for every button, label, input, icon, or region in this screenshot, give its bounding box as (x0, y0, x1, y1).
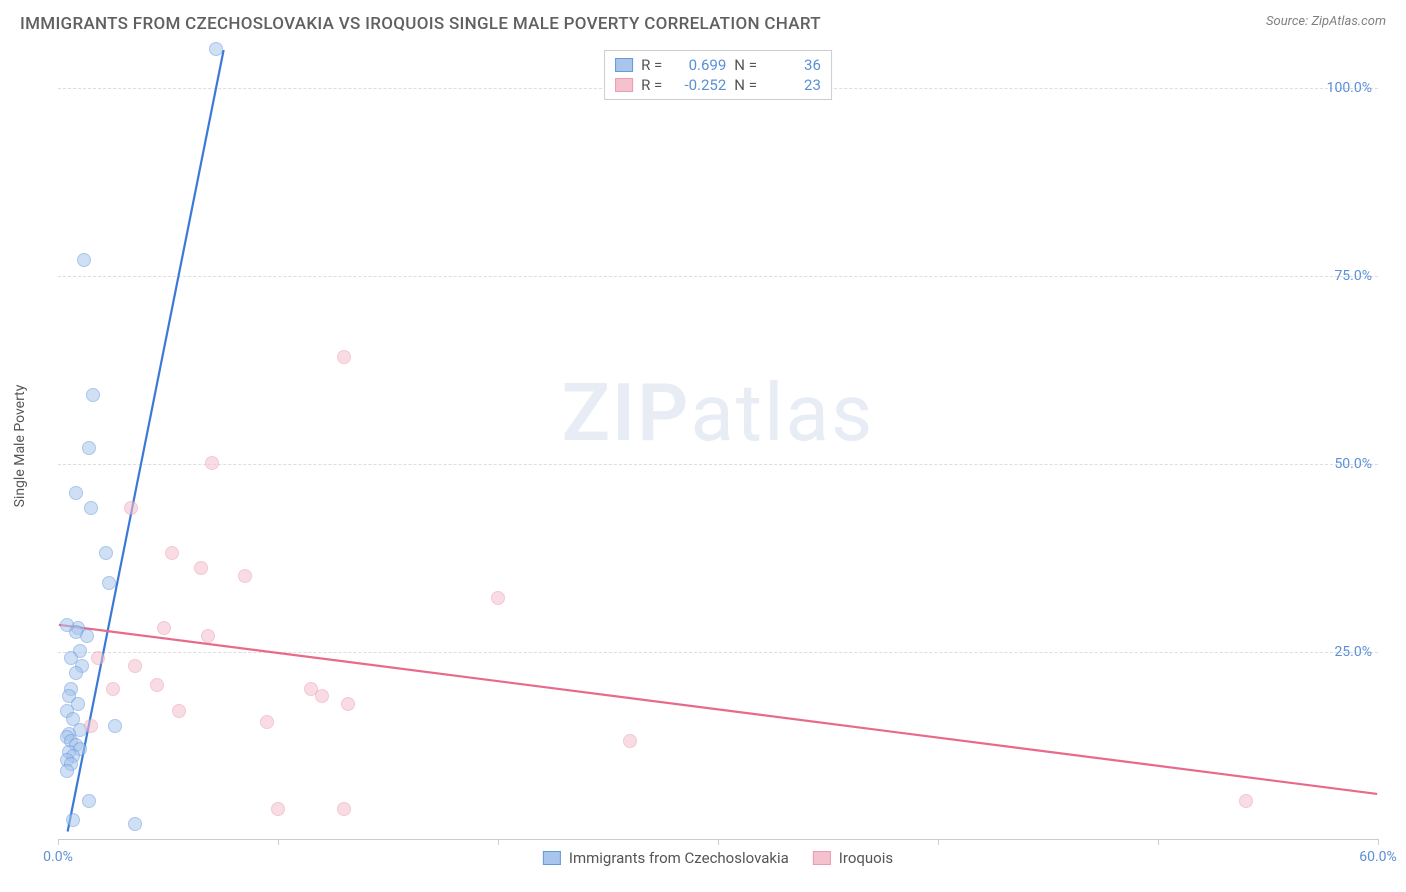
scatter-point (194, 561, 208, 575)
r-label: R = (641, 56, 662, 74)
scatter-point (128, 659, 142, 673)
watermark-bold: ZIP (562, 366, 691, 460)
scatter-point (260, 715, 274, 729)
gridline (58, 464, 1378, 465)
scatter-point (91, 651, 105, 665)
x-tick (498, 839, 499, 845)
n-label: N = (734, 76, 757, 94)
scatter-point (165, 546, 179, 560)
n-value-1: 36 (765, 56, 821, 74)
scatter-point (209, 42, 223, 56)
scatter-point (69, 666, 83, 680)
legend-item-series-1: Immigrants from Czechoslovakia (543, 849, 789, 867)
series-legend: Immigrants from Czechoslovakia Iroquois (543, 849, 893, 867)
scatter-point (271, 802, 285, 816)
scatter-point (201, 629, 215, 643)
y-tick-label: 50.0% (1334, 456, 1372, 472)
scatter-point (108, 719, 122, 733)
x-tick-label: 0.0% (43, 849, 73, 865)
source-name: ZipAtlas.com (1311, 14, 1386, 29)
y-tick-label: 75.0% (1334, 268, 1372, 284)
scatter-point (491, 591, 505, 605)
swatch-series-2 (615, 78, 633, 92)
x-tick (278, 839, 279, 845)
scatter-point (157, 621, 171, 635)
gridline (58, 652, 1378, 653)
y-tick-label: 100.0% (1327, 80, 1372, 96)
legend-label-1: Immigrants from Czechoslovakia (569, 849, 789, 867)
legend-row-series-1: R = 0.699 N = 36 (613, 55, 823, 75)
scatter-point (304, 682, 318, 696)
scatter-point (66, 813, 80, 827)
correlation-legend: R = 0.699 N = 36 R = -0.252 N = 23 (604, 50, 832, 100)
scatter-point (238, 569, 252, 583)
chart-container: IMMIGRANTS FROM CZECHOSLOVAKIA VS IROQUO… (10, 10, 1396, 882)
n-label: N = (734, 56, 757, 74)
y-tick-label: 25.0% (1334, 644, 1372, 660)
scatter-point (106, 682, 120, 696)
scatter-point (623, 734, 637, 748)
r-label: R = (641, 76, 662, 94)
r-value-2: -0.252 (670, 76, 726, 94)
x-tick (938, 839, 939, 845)
scatter-point (341, 697, 355, 711)
swatch-series-2-bottom (813, 851, 831, 865)
scatter-point (60, 764, 74, 778)
scatter-point (128, 817, 142, 831)
n-value-2: 23 (765, 76, 821, 94)
x-tick-label: 60.0% (1359, 849, 1397, 865)
scatter-point (84, 501, 98, 515)
gridline (58, 276, 1378, 277)
scatter-point (69, 486, 83, 500)
swatch-series-1-bottom (543, 851, 561, 865)
header: IMMIGRANTS FROM CZECHOSLOVAKIA VS IROQUO… (10, 10, 1396, 42)
r-value-1: 0.699 (670, 56, 726, 74)
trend-line (59, 625, 1377, 794)
swatch-series-1 (615, 58, 633, 72)
source-credit: Source: ZipAtlas.com (1266, 14, 1386, 29)
scatter-point (82, 794, 96, 808)
scatter-point (60, 618, 74, 632)
watermark-light: atlas (690, 366, 874, 460)
source-label: Source: (1266, 14, 1308, 29)
scatter-point (99, 546, 113, 560)
scatter-point (172, 704, 186, 718)
legend-label-2: Iroquois (839, 849, 893, 867)
legend-row-series-2: R = -0.252 N = 23 (613, 75, 823, 95)
scatter-point (82, 441, 96, 455)
x-tick (1378, 839, 1379, 845)
chart-title: IMMIGRANTS FROM CZECHOSLOVAKIA VS IROQUO… (20, 14, 821, 34)
scatter-point (124, 501, 138, 515)
legend-item-series-2: Iroquois (813, 849, 893, 867)
x-tick (1158, 839, 1159, 845)
scatter-point (150, 678, 164, 692)
x-tick (58, 839, 59, 845)
scatter-plot: ZIPatlas R = 0.699 N = 36 R = -0.252 N =… (58, 50, 1378, 840)
scatter-point (102, 576, 116, 590)
scatter-point (1239, 794, 1253, 808)
x-tick (718, 839, 719, 845)
trend-lines (58, 50, 1378, 839)
scatter-point (337, 350, 351, 364)
y-axis-label: Single Male Poverty (12, 385, 28, 508)
scatter-point (77, 253, 91, 267)
scatter-point (84, 719, 98, 733)
scatter-point (86, 388, 100, 402)
watermark: ZIPatlas (562, 366, 875, 460)
scatter-point (337, 802, 351, 816)
scatter-point (205, 456, 219, 470)
